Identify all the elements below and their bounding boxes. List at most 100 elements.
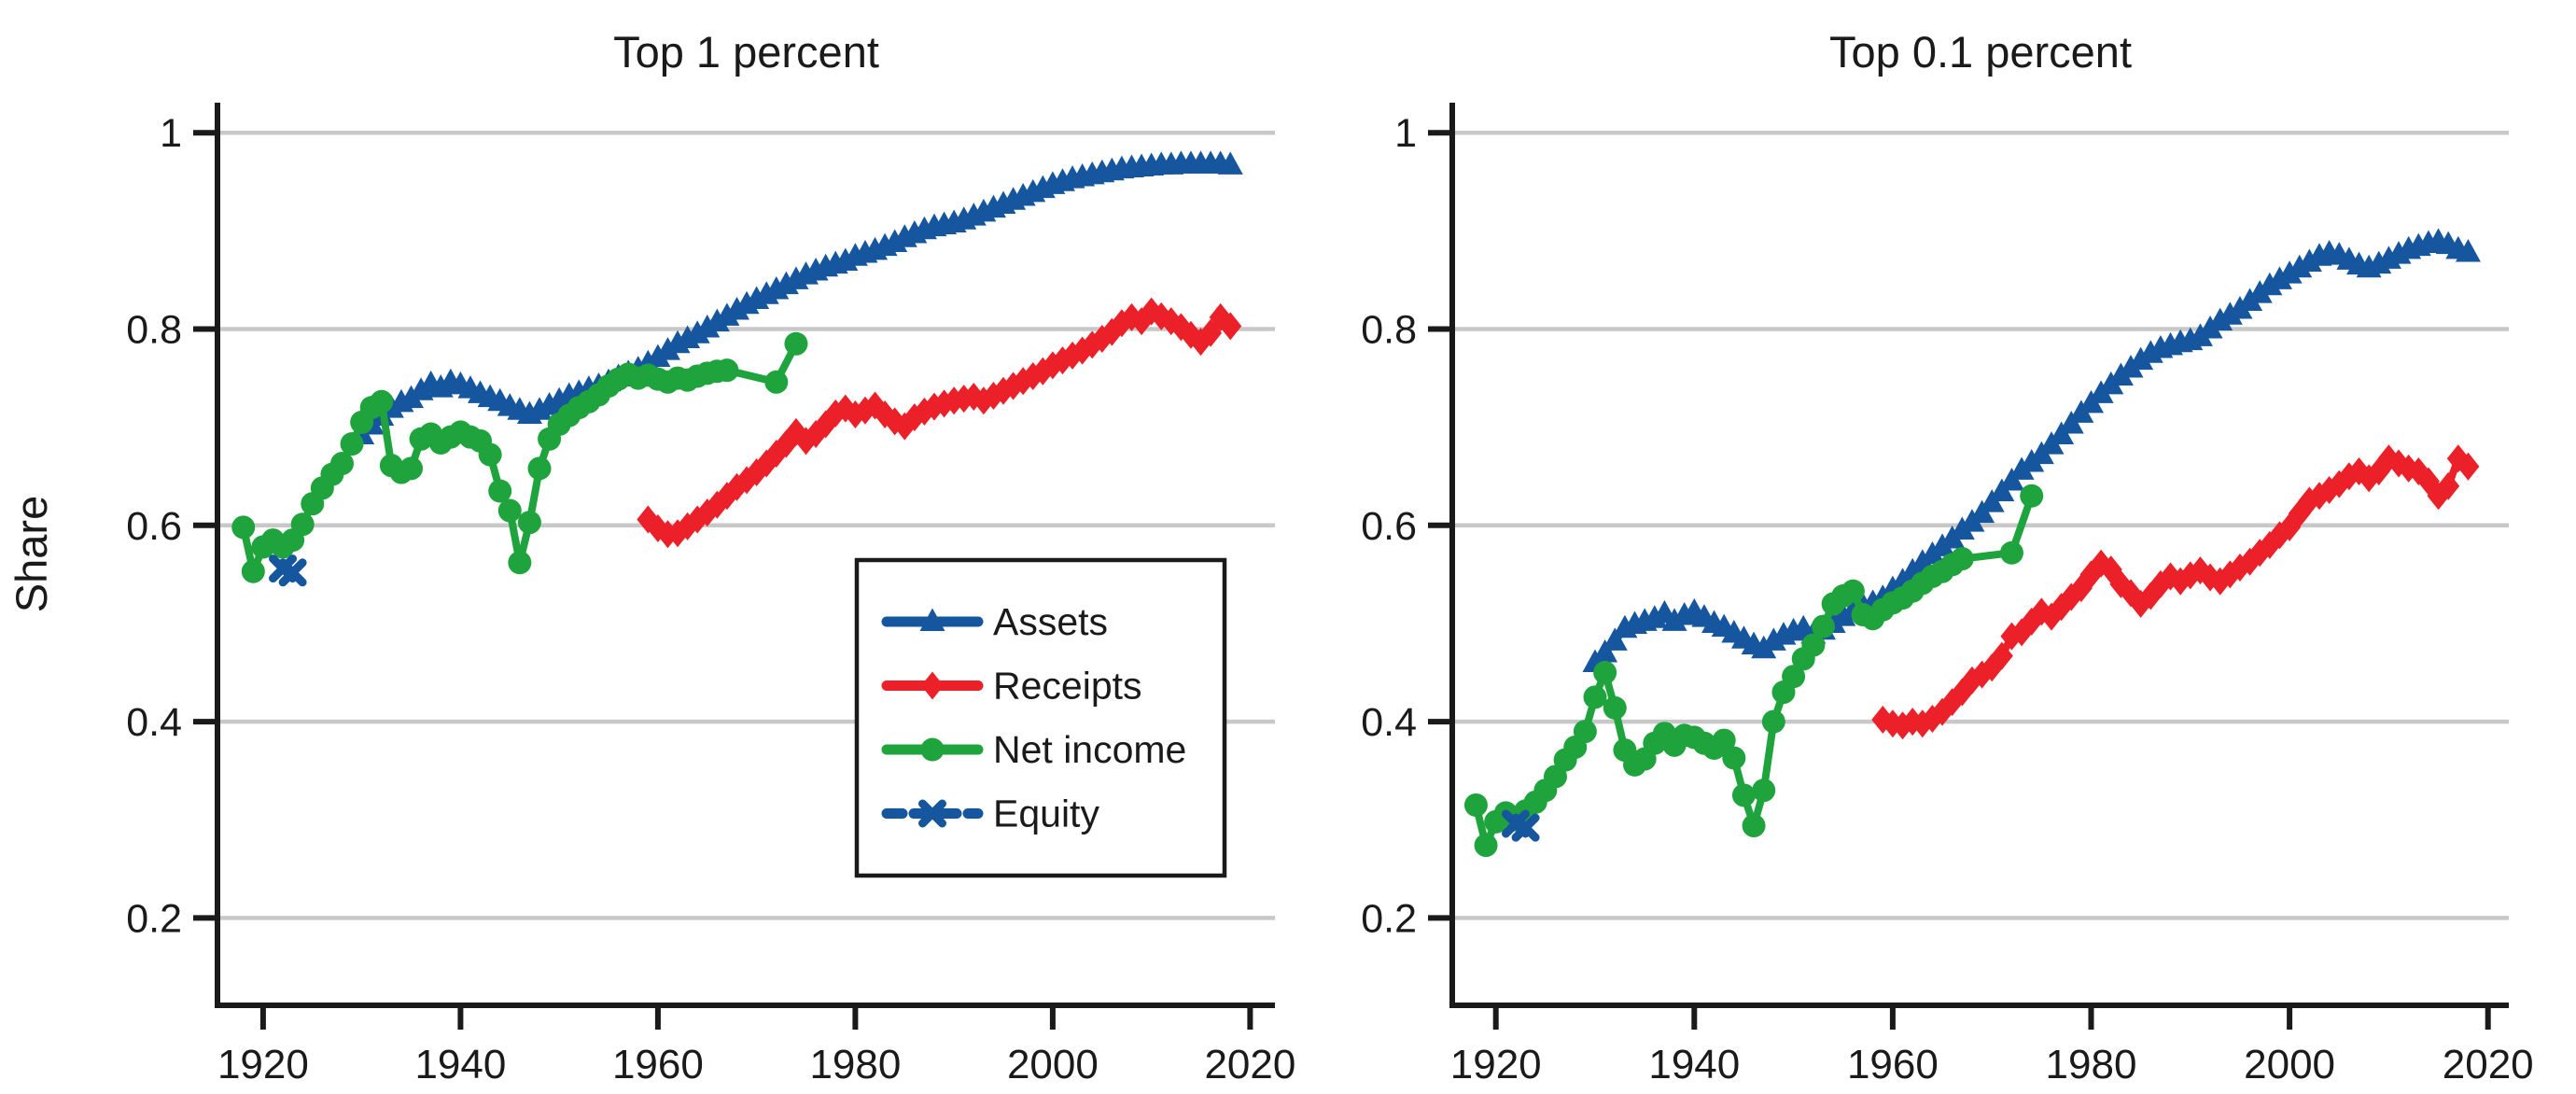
circle-marker [290, 512, 315, 537]
diamond-marker [2328, 470, 2351, 498]
panel-top-0-1-percent: 1 0.8 0.6 0.4 0.2 1920 1940 1960 1980 2000 2020 Top… [1361, 27, 2533, 1087]
legend: Assets Receipts Net income Equity [854, 557, 1227, 878]
circle-marker [784, 331, 808, 356]
x-tick-label: 2000 [2244, 1042, 2335, 1087]
diamond-marker [2317, 475, 2341, 504]
triangle-marker [2276, 260, 2303, 284]
triangle-marker [694, 314, 721, 338]
series-line [644, 307, 1235, 539]
triangle-marker [714, 302, 740, 326]
diamond-marker [2457, 452, 2480, 481]
triangle-marker [427, 374, 454, 398]
panel-top-1-percent: 1 0.8 0.6 0.4 0.2 1920 1940 1960 1980 2000 2020 Top… [7, 27, 1295, 1087]
circle-marker [764, 370, 789, 394]
triangle-marker [1760, 627, 1786, 651]
circle-marker [1603, 695, 1627, 720]
x-tick-label: 2020 [2443, 1042, 2534, 1087]
circle-marker [231, 515, 256, 540]
y-tick-label: 0.8 [126, 308, 182, 353]
x-tick-label: 1960 [1847, 1042, 1939, 1087]
circle-marker [508, 551, 532, 575]
circle-marker [488, 479, 512, 503]
circle-marker [1583, 685, 1607, 709]
diamond-marker [735, 466, 759, 495]
axes: 1 0.8 0.6 0.4 0.2 1920 1940 1960 1980 2000 2020 [1361, 103, 2534, 1087]
circle-marker [340, 432, 364, 456]
diamond-marker [1990, 641, 2013, 670]
legend-label: Net income [993, 728, 1186, 771]
diamond-marker [1219, 312, 1242, 341]
axes: 1 0.8 0.6 0.4 0.2 1920 1940 1960 1980 2000 2020 [126, 103, 1295, 1087]
x-tick-label: 2020 [1204, 1042, 1295, 1087]
y-axis-label: Share [7, 496, 56, 612]
circle-marker [1593, 661, 1617, 685]
circle-marker [527, 456, 552, 481]
x-tick-label: 1980 [2046, 1042, 2137, 1087]
circle-marker [1841, 579, 1865, 603]
x-marker [278, 558, 307, 587]
x-tick-label: 1940 [414, 1042, 506, 1087]
y-tick-label: 1 [160, 111, 182, 156]
series-assets [1582, 228, 2481, 673]
series-receipts [1871, 444, 2480, 740]
circle-marker [1950, 547, 1974, 571]
circle-marker [399, 456, 424, 481]
triangle-marker [1592, 638, 1618, 663]
triangle-marker [1602, 627, 1628, 651]
circle-marker [1811, 614, 1835, 638]
triangle-marker [2455, 238, 2481, 262]
circle-marker [1742, 814, 1766, 838]
diamond-marker [1199, 318, 1223, 347]
circle-marker [1801, 633, 1826, 657]
y-tick-label: 0.2 [126, 896, 182, 941]
circle-marker [1999, 540, 2023, 565]
circle-marker [1782, 665, 1806, 689]
legend-box [854, 557, 1227, 878]
x-marker [918, 799, 946, 828]
circle-marker [1752, 778, 1776, 803]
circle-marker [517, 511, 541, 535]
triangle-marker [2287, 254, 2313, 278]
triangle-marker [2207, 307, 2233, 331]
series-equity [1501, 809, 1540, 842]
circle-marker [1463, 792, 1488, 817]
circle-marker [2020, 484, 2044, 508]
triangle-marker [919, 608, 945, 631]
series-net-income [231, 331, 808, 583]
x-tick-label: 1980 [809, 1042, 901, 1087]
legend-item-assets: Assets [881, 600, 1108, 643]
circle-marker [920, 737, 945, 762]
triangle-marker [2266, 266, 2292, 289]
y-tick-label: 0.6 [126, 504, 182, 549]
circle-marker [1474, 834, 1498, 858]
circle-marker [497, 498, 522, 523]
x-tick-label: 1920 [217, 1042, 309, 1087]
circle-marker [1712, 728, 1736, 752]
circle-marker [241, 559, 265, 583]
circle-marker [330, 452, 354, 476]
diamond-marker [2347, 456, 2371, 485]
legend-label: Receipts [993, 665, 1142, 708]
y-tick-label: 0.2 [1361, 896, 1417, 941]
circle-marker [1573, 720, 1597, 744]
triangle-marker [1217, 151, 1243, 175]
x-tick-label: 1940 [1648, 1042, 1740, 1087]
triangle-marker [724, 297, 749, 320]
y-tick-label: 0.8 [1361, 308, 1417, 353]
y-tick-label: 1 [1394, 111, 1417, 156]
panel-title: Top 1 percent [613, 27, 879, 77]
diamond-marker [2437, 471, 2460, 500]
legend-item-net-income: Net income [881, 728, 1186, 771]
x-tick-label: 2000 [1007, 1042, 1099, 1087]
legend-label: Equity [993, 792, 1099, 835]
triangle-marker [1830, 603, 1856, 626]
x-marker [1511, 813, 1540, 842]
circle-marker [1722, 746, 1746, 770]
triangle-marker [684, 320, 710, 344]
circle-marker [478, 442, 502, 467]
triangle-marker [2217, 302, 2243, 325]
legend-label: Assets [993, 600, 1108, 643]
series-receipts [637, 297, 1242, 549]
circle-marker [1731, 783, 1756, 807]
